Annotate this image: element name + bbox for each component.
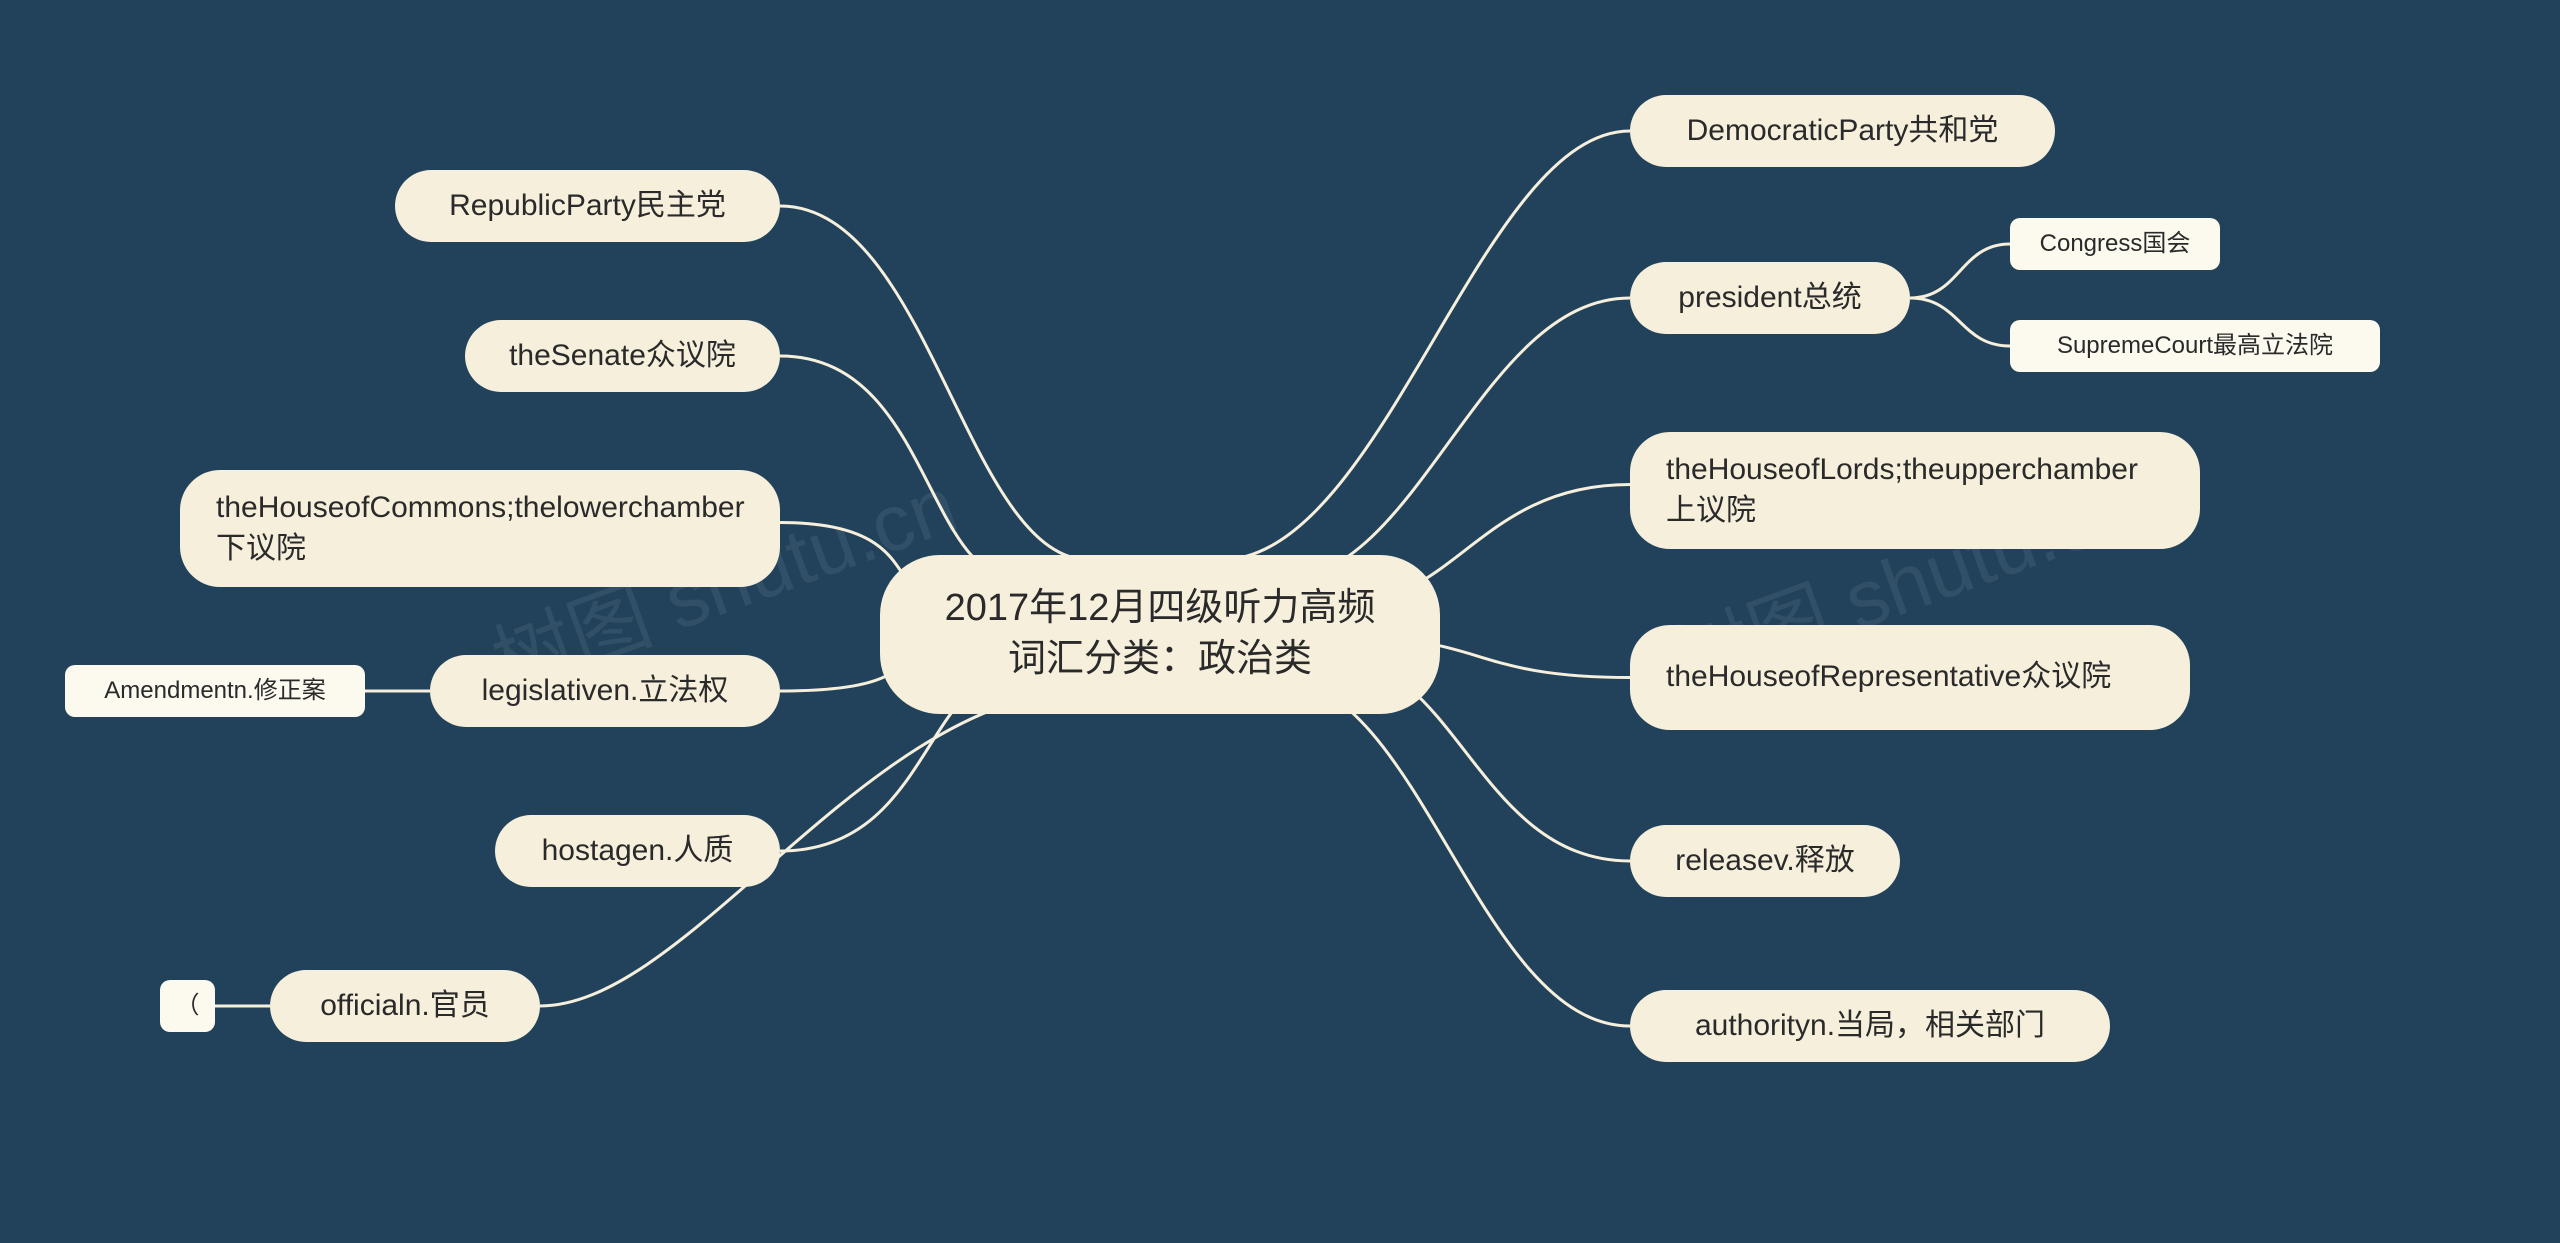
branch-node-r6: authorityn.当局，相关部门 xyxy=(1630,990,2110,1062)
branch-node-l6: officialn.官员 xyxy=(270,970,540,1042)
edge xyxy=(1280,298,1630,580)
branch-node-l3: theHouseofCommons;thelowerchamber下议院 xyxy=(180,470,780,587)
edge xyxy=(780,206,1090,560)
branch-node-l4: legislativen.立法权 xyxy=(430,655,780,727)
leaf-node-l6a-label: （ xyxy=(176,990,200,1022)
branch-node-l1: RepublicParty民主党 xyxy=(395,170,780,242)
branch-node-l2: theSenate众议院 xyxy=(465,320,780,392)
branch-node-r3-label: theHouseofLords;theupperchamber上议院 xyxy=(1666,450,2164,531)
mindmap-canvas: 树图 shutu.cn树图 shutu.cn2017年12月四级听力高频词汇分类… xyxy=(0,0,2560,1243)
branch-node-l5-label: hostagen.人质 xyxy=(542,831,734,872)
branch-node-l6-label: officialn.官员 xyxy=(320,986,490,1027)
branch-node-r1: DemocraticParty共和党 xyxy=(1630,95,2055,167)
branch-node-r4: theHouseofRepresentative众议院 xyxy=(1630,625,2190,730)
leaf-node-r2a-label: Congress国会 xyxy=(2040,228,2191,260)
center-node: 2017年12月四级听力高频词汇分类：政治类 xyxy=(880,555,1440,714)
leaf-node-l4a-label: Amendmentn.修正案 xyxy=(104,675,325,707)
leaf-node-l4a: Amendmentn.修正案 xyxy=(65,665,365,717)
branch-node-l3-label: theHouseofCommons;thelowerchamber下议院 xyxy=(216,488,745,569)
edge xyxy=(1280,680,1630,1026)
edge xyxy=(1220,131,1630,560)
leaf-node-l6a: （ xyxy=(160,980,215,1032)
edge xyxy=(1910,244,2010,298)
branch-node-l5: hostagen.人质 xyxy=(495,815,780,887)
leaf-node-r2b-label: SupremeCourt最高立法院 xyxy=(2057,330,2333,362)
branch-node-l1-label: RepublicParty民主党 xyxy=(449,186,726,227)
branch-node-r6-label: authorityn.当局，相关部门 xyxy=(1695,1006,2045,1047)
branch-node-r5: releasev.释放 xyxy=(1630,825,1900,897)
branch-node-r2-label: president总统 xyxy=(1678,278,1861,319)
branch-node-l2-label: theSenate众议院 xyxy=(509,336,736,377)
branch-node-r2: president总统 xyxy=(1630,262,1910,334)
leaf-node-r2a: Congress国会 xyxy=(2010,218,2220,270)
branch-node-r1-label: DemocraticParty共和党 xyxy=(1687,111,1999,152)
branch-node-r4-label: theHouseofRepresentative众议院 xyxy=(1666,657,2111,698)
leaf-node-r2b: SupremeCourt最高立法院 xyxy=(2010,320,2380,372)
edge xyxy=(780,356,1020,580)
branch-node-r3: theHouseofLords;theupperchamber上议院 xyxy=(1630,432,2200,549)
branch-node-l4-label: legislativen.立法权 xyxy=(482,671,729,712)
edge xyxy=(1910,298,2010,346)
center-node-label: 2017年12月四级听力高频词汇分类：政治类 xyxy=(945,583,1376,686)
branch-node-r5-label: releasev.释放 xyxy=(1675,841,1855,882)
